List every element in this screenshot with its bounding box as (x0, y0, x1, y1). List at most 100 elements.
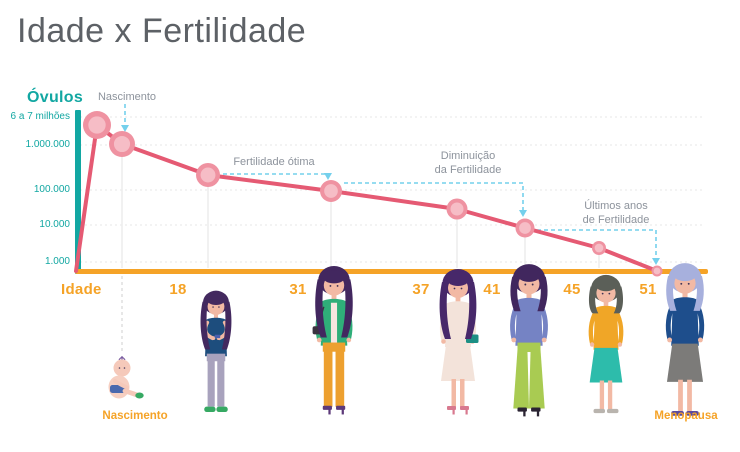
pant-leg (335, 349, 345, 407)
neck (603, 301, 609, 309)
hand (511, 337, 517, 343)
annotation-arrows (121, 104, 660, 265)
phone (214, 334, 221, 339)
neck (682, 292, 688, 300)
neck (455, 296, 461, 304)
heel (536, 411, 540, 417)
woman-31-figure (312, 266, 353, 415)
top-garment (445, 301, 471, 347)
heel (328, 409, 331, 415)
pant-leg (207, 359, 215, 407)
arrow-diminuicao (344, 182, 524, 211)
arrowhead-fertilidade-otima (324, 173, 332, 180)
data-point-core-6 (594, 243, 604, 253)
hand (667, 337, 673, 343)
top-garment (671, 297, 699, 346)
leg (678, 379, 683, 412)
annotation-fertility-decline: Diminuição da Fertilidade (434, 150, 502, 176)
baby-eye (123, 367, 126, 369)
hair-strand (200, 301, 211, 350)
annotation-last-fertile-years: Últimos anos de Fertilidade (582, 200, 650, 226)
heel (341, 409, 344, 415)
hand (441, 339, 446, 344)
eye (524, 283, 527, 286)
hand (316, 337, 322, 343)
x-tick-41: 41 (483, 281, 501, 298)
hips (322, 342, 346, 352)
shoe (606, 408, 619, 414)
eye (680, 282, 683, 285)
heel (523, 411, 526, 417)
neck (213, 313, 219, 320)
pant-leg (323, 349, 333, 407)
x-tick-37: 37 (412, 281, 430, 298)
top-garment (515, 297, 543, 346)
arm (588, 309, 599, 346)
x-tick-51: 51 (639, 281, 657, 298)
hair-strand (510, 276, 521, 312)
data-point-core-2 (200, 167, 216, 183)
inner-top (330, 302, 338, 346)
annotation-birth: Nascimento (97, 91, 157, 103)
hand (589, 342, 595, 347)
leg (599, 380, 605, 410)
leg (687, 379, 692, 412)
hand (211, 336, 216, 340)
shoe (531, 407, 541, 412)
y-tick-10000: 10.000 (39, 219, 70, 230)
hand (617, 342, 623, 347)
shoe (460, 406, 469, 410)
data-point-core-4 (450, 202, 464, 216)
leg (460, 379, 465, 409)
shoe (322, 405, 332, 410)
y-axis-title: Óvulos (27, 89, 84, 106)
pant-leg (529, 349, 545, 409)
hips (517, 342, 541, 353)
shoe (447, 406, 456, 410)
woman-51-figure (665, 263, 705, 416)
leg (451, 379, 456, 409)
menopause-label: Menopausa (654, 410, 718, 422)
x-axis-title: Idade (61, 281, 102, 298)
hair-top (595, 278, 617, 292)
eye (212, 306, 214, 308)
baby-hair (118, 356, 126, 361)
hair-top (517, 268, 541, 282)
pant-leg (217, 359, 225, 407)
axes (75, 110, 708, 274)
hand (541, 337, 547, 343)
hand (697, 337, 703, 343)
eye (218, 306, 220, 308)
neck (331, 294, 337, 302)
y-tick-100000: 100.000 (33, 184, 70, 195)
hair-strand (341, 279, 353, 338)
hair-top (206, 294, 226, 305)
data-point-core-7 (653, 267, 661, 275)
eye (336, 285, 339, 287)
hair-strand (439, 282, 451, 339)
top-garment (593, 305, 619, 350)
hand (346, 337, 352, 343)
y-tick-1000000: 1.000.000 (25, 139, 71, 150)
age-illustrations (108, 263, 705, 417)
eye (608, 292, 611, 295)
eye (687, 282, 690, 285)
x-axis-line (75, 269, 708, 274)
arrowhead-ultimos-anos (652, 258, 660, 265)
baby-arm (113, 379, 129, 390)
shoe (671, 410, 684, 416)
y-tick-1000: 1.000 (44, 256, 70, 267)
baby-shoe (135, 392, 144, 399)
baby-head (113, 359, 131, 377)
data-point-core-0 (88, 116, 106, 134)
leg (607, 380, 613, 410)
woman-37-figure (439, 269, 479, 415)
arrowhead-diminuicao (519, 210, 527, 217)
hair-top (447, 273, 469, 286)
hair-top (322, 270, 346, 284)
eye (329, 285, 332, 287)
neck (526, 292, 532, 301)
skirt (666, 343, 704, 382)
